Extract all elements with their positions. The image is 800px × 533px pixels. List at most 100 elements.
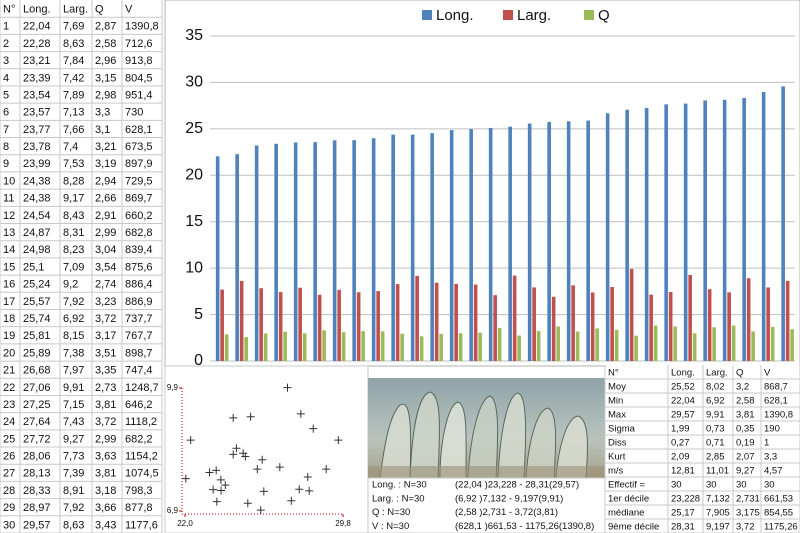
- table-cell: 628,1: [764, 396, 788, 407]
- table-cell: 30: [671, 480, 682, 491]
- y-tick-label: 30: [185, 74, 203, 91]
- table-cell: 23: [3, 399, 15, 411]
- table-cell: 2,87: [95, 21, 116, 33]
- table-cell: 3,54: [95, 261, 116, 273]
- table-cell: 3,175: [736, 508, 760, 519]
- point: [258, 455, 267, 464]
- table-cell: 25,52: [671, 382, 695, 393]
- table-cell: 25,24: [23, 279, 51, 291]
- table-cell: 15: [3, 261, 15, 273]
- bar: [473, 284, 478, 361]
- table-cell: 4: [3, 72, 9, 84]
- bar: [313, 142, 317, 361]
- table-cell: Moy: [608, 382, 626, 393]
- table-cell: 28,31: [671, 522, 695, 533]
- table-cell: 3,81: [736, 410, 755, 421]
- table-cell: 1,99: [671, 424, 690, 435]
- bar: [395, 284, 400, 361]
- table-cell: 682,8: [125, 227, 153, 239]
- table-cell: 14: [3, 244, 15, 256]
- bar: [781, 86, 785, 362]
- table-cell: Diss: [608, 438, 627, 449]
- table-cell: 28,13: [23, 468, 51, 480]
- table-cell: 8: [3, 141, 9, 153]
- table-cell: 0,19: [736, 438, 755, 449]
- bar: [683, 103, 688, 361]
- point: [181, 474, 190, 483]
- table-cell: 7,66: [63, 124, 84, 136]
- table-cell: 1er décile: [608, 494, 649, 505]
- table-cell: 673,5: [125, 141, 153, 153]
- table-cell: 23,77: [23, 124, 51, 136]
- table-cell: 23,21: [23, 55, 51, 67]
- table-cell: 3,18: [95, 485, 116, 497]
- table-cell: 877,8: [125, 502, 153, 514]
- bar: [766, 287, 770, 361]
- table-cell: 30: [3, 519, 15, 531]
- bar: [341, 332, 346, 361]
- table-cell: 3,63: [95, 451, 116, 463]
- point: [246, 412, 255, 421]
- table-cell: 3,04: [95, 244, 116, 256]
- bar: [614, 329, 619, 361]
- bar: [419, 336, 424, 361]
- table-cell: 3,72: [736, 522, 755, 533]
- table-cell: 875,6: [125, 261, 153, 273]
- legend-swatch: [584, 10, 594, 20]
- bar: [761, 91, 766, 361]
- caption-label: Q : N=30: [372, 507, 410, 518]
- table-cell: 3,81: [95, 399, 116, 411]
- table-cell: 646,2: [125, 399, 153, 411]
- table-cell: 3,23: [95, 296, 116, 308]
- table-cell: 28: [3, 485, 15, 497]
- bar: [215, 156, 220, 361]
- y-tick-label: 0: [194, 352, 203, 369]
- table-cell: 7,39: [63, 468, 84, 480]
- table-cell: Kurt: [608, 452, 626, 463]
- table-cell: 4,57: [764, 466, 783, 477]
- table-cell: 2,58: [95, 38, 116, 50]
- bar: [629, 268, 634, 361]
- bar: [298, 287, 302, 361]
- table-cell: 0,35: [736, 424, 755, 435]
- y-tick-label: 20: [185, 167, 203, 184]
- table-cell: 3,2: [736, 382, 749, 393]
- table-cell: Max: [608, 410, 626, 421]
- bar: [551, 296, 556, 361]
- bar: [707, 289, 712, 361]
- table-cell: 27,72: [23, 433, 51, 445]
- bar: [668, 292, 673, 361]
- table-cell: 12,81: [671, 466, 695, 477]
- bar: [722, 99, 727, 362]
- table-cell: 2,73: [95, 382, 116, 394]
- table-cell: 839,4: [125, 244, 153, 256]
- table-cell: 17: [3, 296, 15, 308]
- table-cell: 6,92: [706, 396, 725, 407]
- y-tick-label: 15: [185, 213, 203, 230]
- table-cell: 2: [3, 38, 9, 50]
- point: [259, 487, 268, 496]
- bar: [356, 292, 361, 361]
- table-cell: 7,97: [63, 365, 84, 377]
- photo: [368, 378, 605, 479]
- table-cell: 9ème décile: [608, 522, 659, 533]
- table-cell: Sigma: [608, 424, 636, 435]
- bar: [493, 295, 497, 361]
- point: [209, 485, 218, 494]
- table-cell: 3,81: [95, 468, 116, 480]
- table-cell: 0,71: [706, 438, 725, 449]
- table-cell: 28,06: [23, 451, 51, 463]
- table-cell: 22,28: [23, 38, 51, 50]
- table-cell: 190: [764, 424, 780, 435]
- table-cell: 2,96: [95, 55, 116, 67]
- caption-value: (2,58 )2,731 - 3,72(3,81): [455, 507, 558, 518]
- table-cell: 2,07: [736, 452, 755, 463]
- bar: [263, 333, 268, 361]
- scatter-panel: [164, 365, 369, 533]
- table-cell: 8,31: [63, 227, 84, 239]
- table-cell: 9,17: [63, 193, 84, 205]
- bar: [566, 121, 571, 361]
- y-tick-label: 35: [185, 27, 203, 44]
- bar: [259, 288, 263, 361]
- legend-label: Larg.: [517, 7, 551, 24]
